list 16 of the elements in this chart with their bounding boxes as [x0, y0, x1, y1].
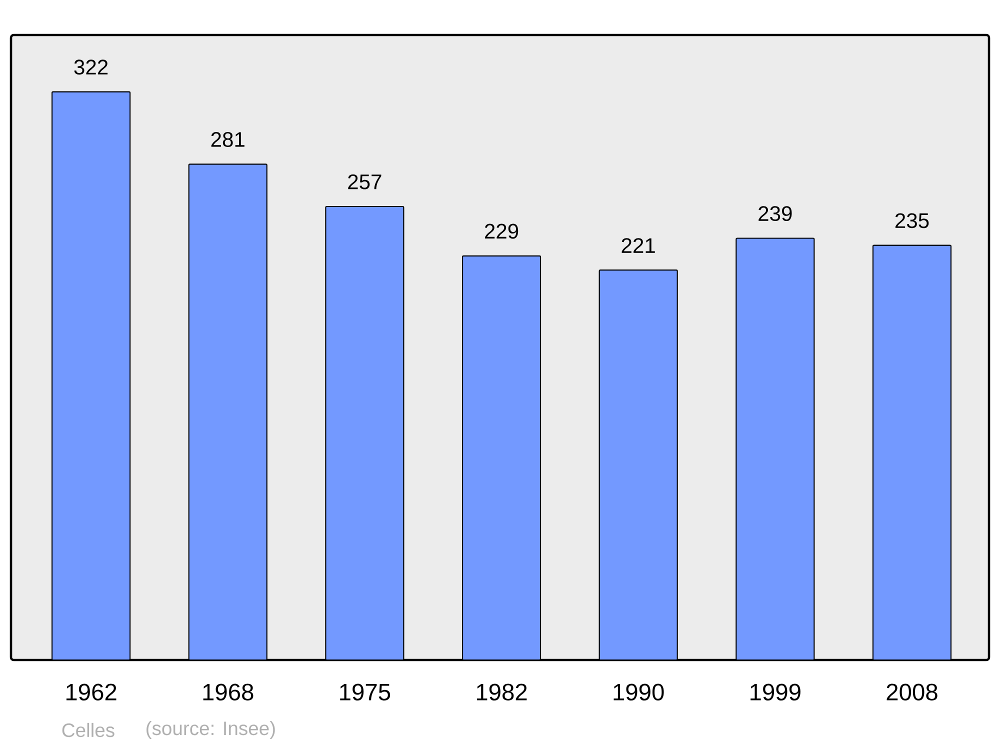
x-tick-label: 1999 [750, 684, 800, 700]
data-label: 322 [74, 60, 108, 75]
data-label: 229 [484, 224, 518, 239]
data-label: 257 [348, 174, 382, 190]
text: (source: Insee) [146, 721, 275, 739]
x-tick-label: 1990 [614, 684, 664, 700]
x-tick-label: 1962 [66, 684, 116, 700]
x-tick-label: 1968 [203, 684, 254, 700]
data-label: 239 [758, 206, 792, 222]
text: Celles [62, 722, 114, 738]
data-label: 221 [622, 238, 655, 253]
data-label: 281 [211, 132, 244, 147]
x-tick-label: 2008 [886, 684, 938, 700]
x-tick-label: 1975 [340, 684, 390, 700]
data-label: 235 [895, 213, 929, 228]
x-tick-label: 1982 [476, 684, 527, 700]
